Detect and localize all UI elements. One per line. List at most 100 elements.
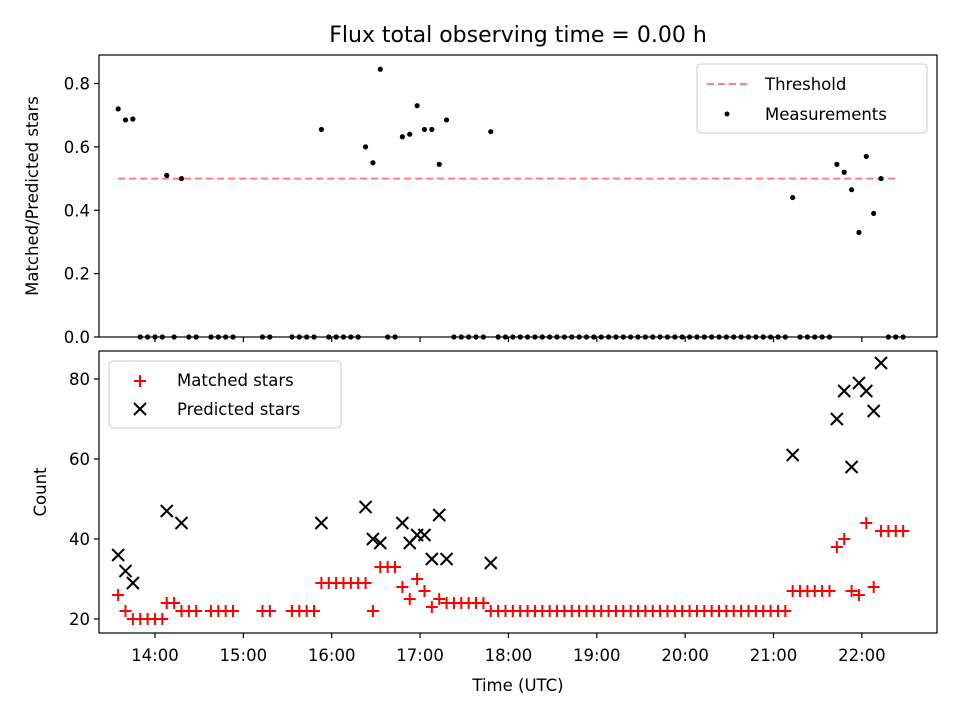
measurement-point	[443, 117, 450, 123]
matched-star-point	[403, 593, 416, 605]
matched-star-point	[359, 577, 372, 589]
matched-star-point	[838, 533, 851, 545]
measurement-point	[790, 194, 796, 201]
bottom-legend-box	[108, 360, 342, 429]
predicted-star-point	[118, 564, 133, 578]
matched-star-point	[156, 613, 169, 625]
measurement-point	[122, 117, 129, 123]
matched-star-point	[845, 585, 858, 597]
matched-star-point	[112, 589, 125, 601]
measurement-point	[429, 126, 435, 133]
matched-star-point	[433, 593, 446, 605]
bottom-legend: Matched stars Predicted stars	[108, 360, 342, 429]
measurement-point	[841, 169, 847, 175]
top-x-ticks	[154, 337, 863, 342]
matched-star-point	[411, 573, 424, 585]
bottom-x-ticks: 14:00 15:00 16:00 17:00 18:00 19:00 20:00 21:00…	[131, 633, 886, 665]
predicted-star-point	[432, 508, 446, 522]
measurement-point	[421, 126, 428, 133]
bottom-y-tick-label: 20	[69, 610, 90, 629]
matched-star-point	[852, 589, 865, 601]
measurement-point	[164, 172, 170, 179]
predicted-star-point	[314, 516, 329, 530]
top-chart-title: Flux total observing time = 0.00 h	[329, 23, 707, 48]
predicted-stars-legend-label: Predicted stars	[177, 400, 300, 419]
predicted-star-point	[111, 548, 125, 562]
measurement-point	[848, 187, 855, 193]
bottom-plot: 20 40 60 80 14:00 15:00 16:00 17:00 18:00 19:00 2…	[69, 350, 938, 665]
predicted-star-point	[439, 552, 454, 566]
predicted-star-point	[160, 504, 174, 518]
measurement-point	[863, 153, 869, 159]
predicted-star-point	[366, 532, 380, 546]
predicted-star-point	[358, 500, 373, 514]
matched-star-point	[477, 597, 490, 609]
bottom-marks	[111, 356, 910, 625]
matched-star-point	[897, 525, 910, 537]
predicted-star-point	[417, 528, 432, 542]
top-y-tick-label: 0.4	[64, 201, 90, 220]
matched-star-point	[308, 605, 321, 617]
top-y-tick-label: 0.0	[64, 328, 90, 347]
top-y-ticks: 0.0 0.2 0.4 0.6 0.8	[64, 75, 99, 347]
threshold-legend-label: Threshold	[764, 75, 846, 94]
measurement-point	[318, 126, 324, 133]
predicted-star-point	[785, 448, 800, 462]
measurement-point	[488, 129, 494, 135]
bottom-y-axis-label: Count	[31, 467, 50, 517]
matched-star-point	[263, 605, 276, 617]
top-y-axis-label: Matched/Predicted stars	[23, 96, 42, 296]
measurement-point	[856, 229, 862, 236]
predicted-stars-legend-marker	[133, 402, 147, 416]
matched-star-point	[119, 605, 132, 617]
top-y-tick-label: 0.2	[64, 265, 90, 284]
matched-star-point	[389, 561, 402, 573]
measurement-point	[370, 160, 376, 166]
predicted-star-point	[859, 384, 874, 398]
matched-star-point	[396, 581, 409, 593]
bottom-y-tick-label: 80	[69, 370, 90, 389]
matched-star-point	[860, 517, 873, 529]
predicted-star-point	[373, 536, 388, 550]
measurement-point	[362, 144, 369, 150]
measurement-point	[834, 161, 840, 167]
matched-star-point	[425, 601, 438, 613]
bottom-x-tick-label: 14:00	[131, 646, 179, 665]
predicted-star-point	[830, 412, 844, 426]
matched-star-point	[227, 605, 240, 617]
top-plot-frame	[98, 54, 938, 338]
top-plot: 0.0 0.2 0.4 0.6 0.8	[64, 54, 938, 347]
bottom-x-tick-label: 20:00	[661, 646, 709, 665]
matched-star-point	[779, 605, 792, 617]
measurement-point	[871, 210, 877, 217]
measurement-point	[436, 161, 442, 167]
predicted-star-point	[866, 404, 881, 418]
matched-star-point	[823, 585, 836, 597]
bottom-x-tick-label: 16:00	[308, 646, 356, 665]
measurement-point	[407, 131, 413, 137]
bottom-y-tick-label: 40	[69, 530, 90, 549]
bottom-x-tick-label: 18:00	[485, 646, 533, 665]
measurement-point	[377, 66, 383, 72]
predicted-star-point	[126, 576, 140, 590]
measurements-legend-marker	[724, 111, 730, 117]
measurement-point	[399, 134, 405, 140]
measurement-point	[878, 175, 884, 182]
bottom-x-tick-label: 15:00	[220, 646, 268, 665]
bottom-y-ticks: 20 40 60 80	[69, 370, 99, 629]
bottom-x-tick-label: 17:00	[396, 646, 444, 665]
predicted-star-point	[837, 384, 851, 398]
measurement-point	[178, 175, 185, 182]
matched-star-point	[830, 541, 843, 553]
top-legend-box	[696, 63, 928, 134]
predicted-star-point	[484, 556, 498, 570]
matched-stars-legend-marker	[134, 375, 146, 387]
matched-star-point	[366, 605, 379, 617]
measurement-point	[130, 116, 136, 122]
bottom-x-tick-label: 19:00	[573, 646, 621, 665]
matched-star-point	[867, 581, 880, 593]
top-y-tick-label: 0.6	[64, 138, 90, 157]
bottom-x-tick-label: 21:00	[750, 646, 798, 665]
bottom-x-axis-label: Time (UTC)	[471, 676, 563, 695]
